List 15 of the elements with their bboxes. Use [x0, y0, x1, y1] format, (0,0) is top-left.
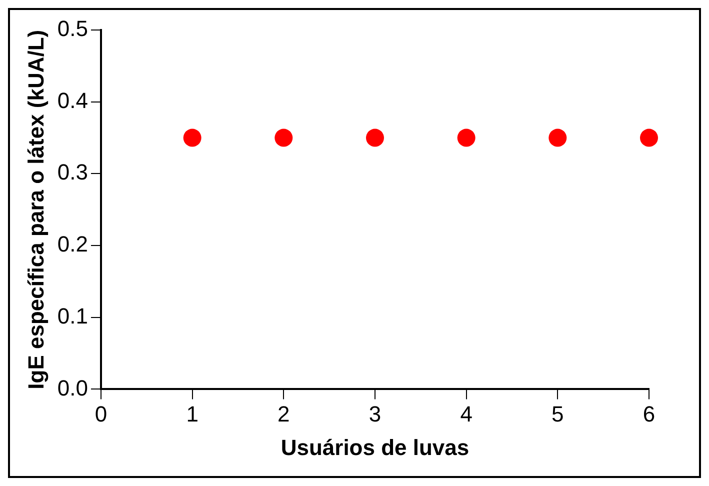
x-axis-title: Usuários de luvas: [280, 434, 470, 460]
y-tick-label: 0.0: [57, 375, 88, 400]
y-tick-label: 0.3: [57, 160, 88, 185]
y-tick-label: 0.2: [57, 232, 88, 257]
x-tick-label: 3: [368, 401, 382, 426]
x-tick-label: 6: [642, 401, 656, 426]
y-tick-label: 0.1: [57, 303, 88, 328]
x-tick-label: 1: [186, 401, 198, 426]
x-tick-label: 4: [460, 401, 472, 426]
y-tick-label: 0.4: [57, 88, 88, 113]
x-tick-label: 0: [94, 401, 108, 426]
y-axis-title: IgE específica para o látex (kUA/L): [23, 30, 48, 390]
y-tick-label: 0.5: [57, 16, 88, 42]
x-tick-label: 5: [552, 401, 564, 426]
x-tick-label: 2: [278, 401, 290, 426]
